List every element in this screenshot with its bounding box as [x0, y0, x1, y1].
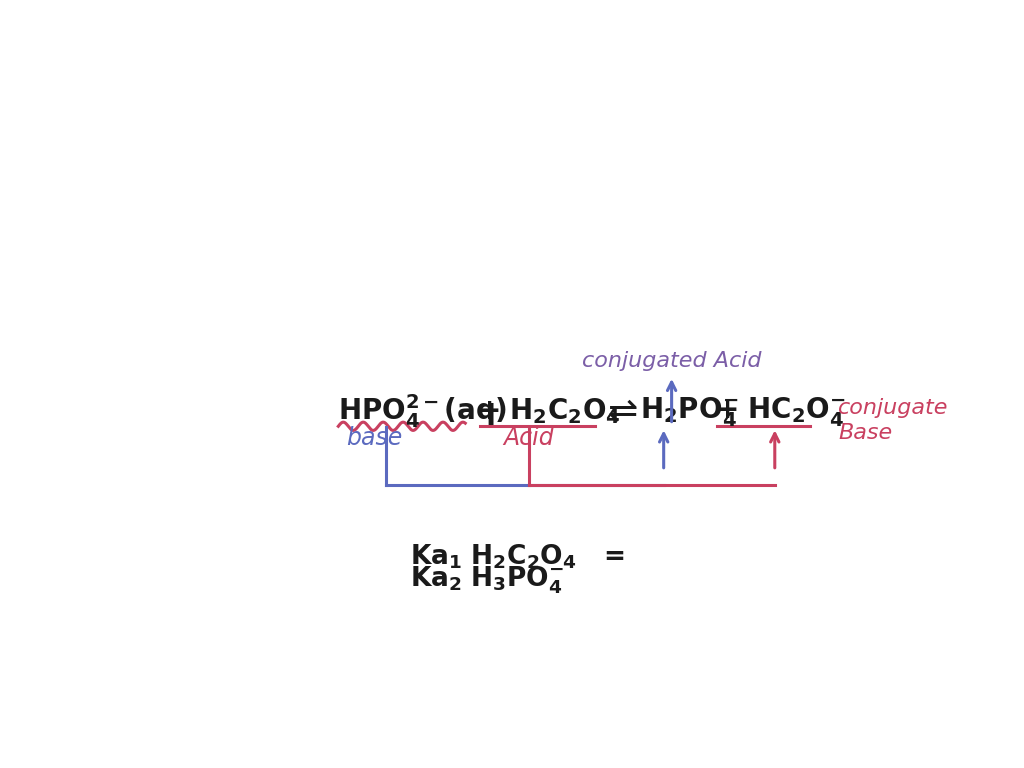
Text: $\mathregular{Ka_2\ H_3PO_4^{-}}$: $\mathregular{Ka_2\ H_3PO_4^{-}}$ — [410, 564, 564, 596]
Text: Acid: Acid — [504, 426, 554, 450]
Text: $\rightleftharpoons$: $\rightleftharpoons$ — [600, 395, 638, 429]
Text: conjugated Acid: conjugated Acid — [582, 351, 762, 371]
Text: $\mathregular{Ka_1\ H_2C_2O_4}$   =: $\mathregular{Ka_1\ H_2C_2O_4}$ = — [410, 542, 625, 571]
Text: conjugate
Base: conjugate Base — [839, 398, 949, 443]
Text: $\mathregular{H_2PO_4^{-}}$: $\mathregular{H_2PO_4^{-}}$ — [640, 395, 738, 428]
Text: $\mathregular{+\ H_2C_2O_4}$: $\mathregular{+\ H_2C_2O_4}$ — [477, 396, 621, 426]
Text: base: base — [346, 426, 402, 450]
Text: $\mathregular{+\ HC_2O_4^{-}}$: $\mathregular{+\ HC_2O_4^{-}}$ — [715, 395, 846, 428]
Text: $\mathregular{HPO_4^{2-}(aq)}$: $\mathregular{HPO_4^{2-}(aq)}$ — [338, 392, 508, 430]
